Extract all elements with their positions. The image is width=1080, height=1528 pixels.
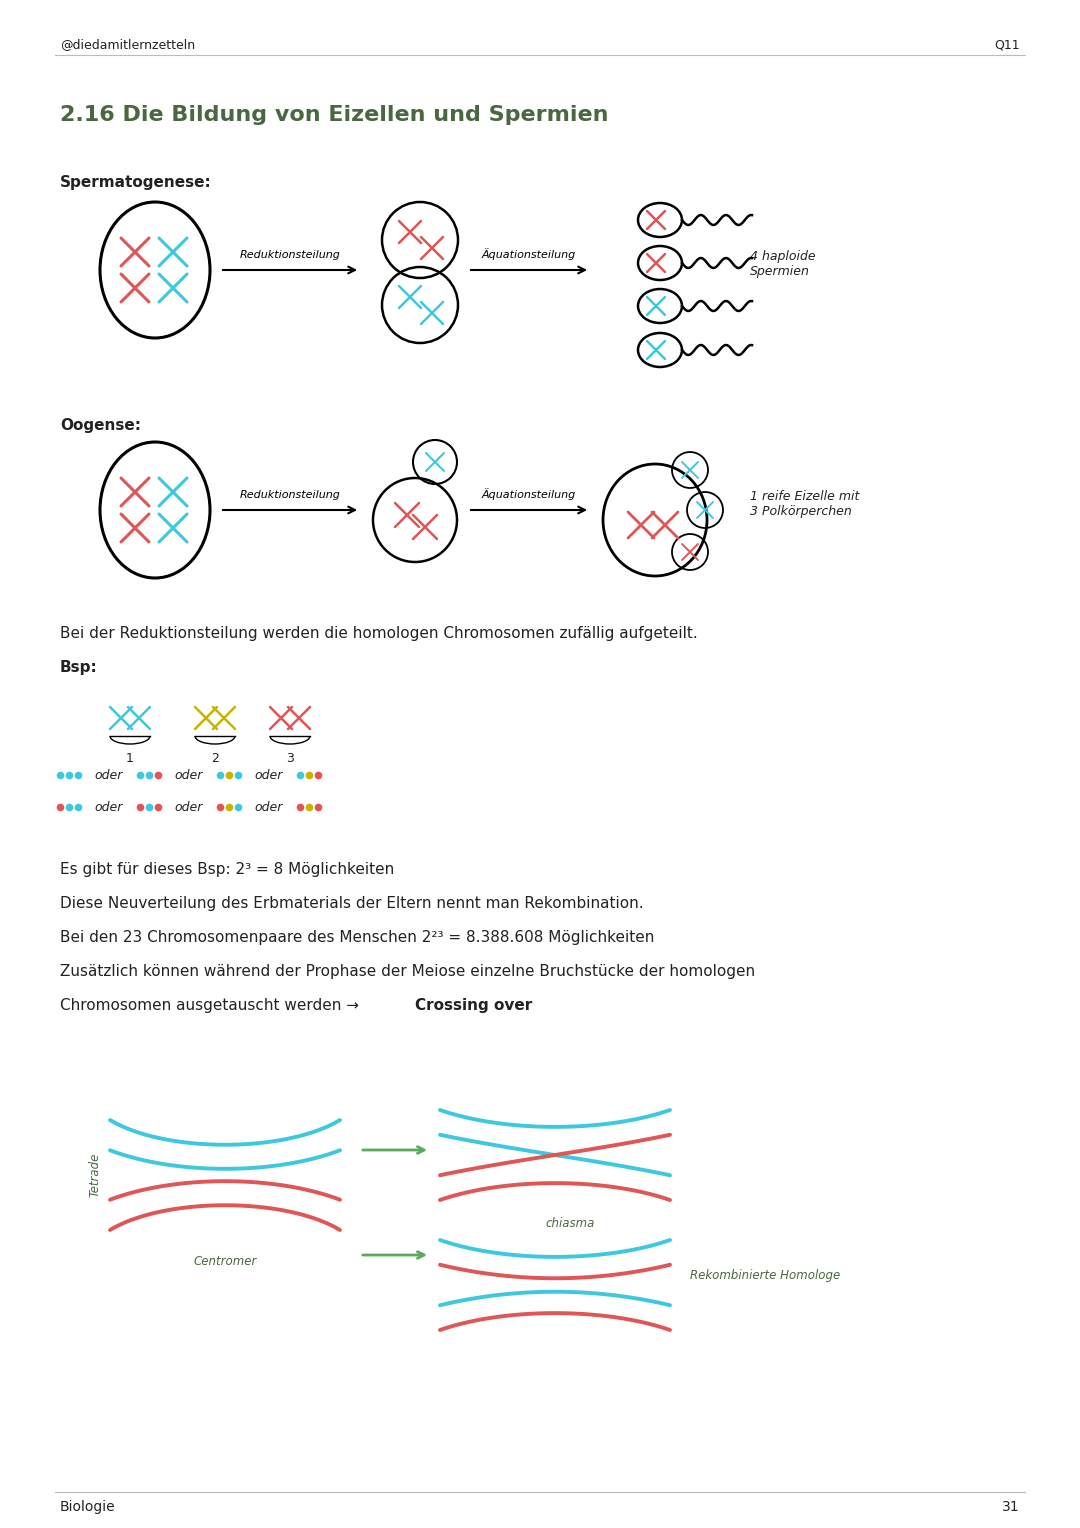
- Text: oder: oder: [94, 769, 122, 781]
- Text: chiasma: chiasma: [545, 1216, 595, 1230]
- Text: Bei der Reduktionsteilung werden die homologen Chromosomen zufällig aufgeteilt.: Bei der Reduktionsteilung werden die hom…: [60, 626, 698, 642]
- Text: oder: oder: [254, 769, 282, 781]
- Text: 2.16 Die Bildung von Eizellen und Spermien: 2.16 Die Bildung von Eizellen und Spermi…: [60, 105, 608, 125]
- Text: 2: 2: [211, 752, 219, 766]
- Text: 1 reife Eizelle mit
3 Polkörperchen: 1 reife Eizelle mit 3 Polkörperchen: [750, 490, 860, 518]
- Text: 1: 1: [126, 752, 134, 766]
- Text: oder: oder: [174, 769, 202, 781]
- Text: Crossing over: Crossing over: [415, 998, 532, 1013]
- Text: Bsp:: Bsp:: [60, 660, 98, 675]
- Text: Q11: Q11: [995, 38, 1020, 50]
- Text: Äquationsteilung: Äquationsteilung: [482, 248, 576, 260]
- Text: Es gibt für dieses Bsp: 2³ = 8 Möglichkeiten: Es gibt für dieses Bsp: 2³ = 8 Möglichke…: [60, 862, 394, 877]
- Text: oder: oder: [254, 801, 282, 813]
- Text: Chromosomen ausgetauscht werden →: Chromosomen ausgetauscht werden →: [60, 998, 364, 1013]
- Text: Tetrade: Tetrade: [89, 1152, 102, 1196]
- Text: Centromer: Centromer: [193, 1254, 257, 1268]
- Text: Bei den 23 Chromosomenpaare des Menschen 2²³ = 8.388.608 Möglichkeiten: Bei den 23 Chromosomenpaare des Menschen…: [60, 931, 654, 944]
- Text: @diedamitlernzetteln: @diedamitlernzetteln: [60, 38, 195, 50]
- Text: Rekombinierte Homologe: Rekombinierte Homologe: [690, 1268, 840, 1282]
- Text: Reduktionsteilung: Reduktionsteilung: [240, 490, 340, 500]
- Text: 4 haploide
Spermien: 4 haploide Spermien: [750, 251, 815, 278]
- Text: Zusätzlich können während der Prophase der Meiose einzelne Bruchstücke der homol: Zusätzlich können während der Prophase d…: [60, 964, 755, 979]
- Text: oder: oder: [94, 801, 122, 813]
- Text: Diese Neuverteilung des Erbmaterials der Eltern nennt man Rekombination.: Diese Neuverteilung des Erbmaterials der…: [60, 895, 644, 911]
- Text: Biologie: Biologie: [60, 1500, 116, 1514]
- Text: 3: 3: [286, 752, 294, 766]
- Text: Spermatogenese:: Spermatogenese:: [60, 176, 212, 189]
- Text: 31: 31: [1002, 1500, 1020, 1514]
- Text: oder: oder: [174, 801, 202, 813]
- Text: Reduktionsteilung: Reduktionsteilung: [240, 251, 340, 260]
- Text: Äquationsteilung: Äquationsteilung: [482, 487, 576, 500]
- Text: Oogense:: Oogense:: [60, 419, 141, 432]
